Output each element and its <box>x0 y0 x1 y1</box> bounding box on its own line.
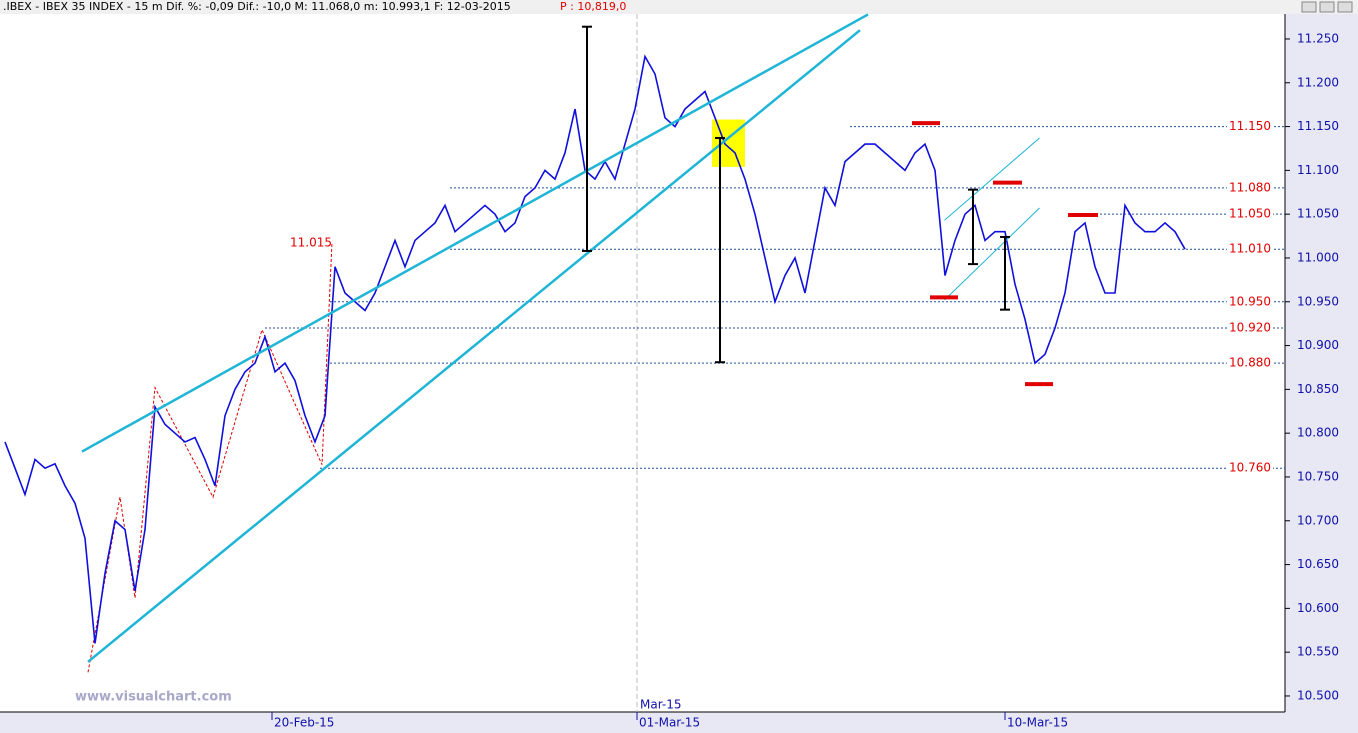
level-label-bg <box>1227 355 1273 370</box>
zigzag-line <box>87 242 333 673</box>
y-tick-label: 10.900 <box>1297 338 1339 352</box>
trendline <box>944 207 1040 301</box>
y-tick-label: 11.200 <box>1297 75 1339 89</box>
y-axis-panel <box>1285 14 1358 733</box>
window-controls <box>1301 1 1353 13</box>
y-tick-label: 10.700 <box>1297 513 1339 527</box>
level-label: 11.050 <box>1229 207 1271 221</box>
level-label: 10.950 <box>1229 294 1271 308</box>
minimize-button[interactable] <box>1301 1 1317 13</box>
watermark: www.visualchart.com <box>75 690 232 705</box>
level-label: 10.760 <box>1229 461 1271 475</box>
y-tick-label: 10.850 <box>1297 382 1339 396</box>
level-label: 10.880 <box>1229 356 1271 370</box>
price-line <box>4 54 1186 644</box>
chart-title: .IBEX - IBEX 35 INDEX - 15 m Dif. %: -0,… <box>3 0 511 13</box>
level-label-bg <box>1227 180 1273 195</box>
trendline <box>944 137 1040 221</box>
y-tick-label: 10.600 <box>1297 601 1339 615</box>
y-tick-label: 10.750 <box>1297 469 1339 483</box>
annotation: 11.015 <box>290 236 332 250</box>
price-label: P : 10,819,0 <box>560 0 626 13</box>
y-tick-label: 10.650 <box>1297 557 1339 571</box>
level-label-bg <box>1227 320 1273 335</box>
level-label: 11.080 <box>1229 180 1271 194</box>
level-label-bg <box>1227 460 1273 475</box>
maximize-button[interactable] <box>1319 1 1335 13</box>
level-label-bg <box>1227 294 1273 309</box>
y-tick-label: 11.000 <box>1297 250 1339 264</box>
level-label-bg <box>1227 119 1273 134</box>
y-tick-label: 10.950 <box>1297 294 1339 308</box>
y-tick-label: 11.100 <box>1297 163 1339 177</box>
y-tick-label: 11.050 <box>1297 207 1339 221</box>
y-tick-label: 10.550 <box>1297 645 1339 659</box>
level-label: 11.150 <box>1229 119 1271 133</box>
level-label: 10.920 <box>1229 321 1271 335</box>
level-label-bg <box>1227 206 1273 221</box>
x-tick-label: 10-Mar-15 <box>1007 716 1068 730</box>
close-button[interactable] <box>1337 1 1353 13</box>
x-tick-label: 01-Mar-15 <box>639 716 700 730</box>
level-label: 11.010 <box>1229 242 1271 256</box>
y-tick-label: 10.500 <box>1297 688 1339 702</box>
trendline <box>81 13 869 453</box>
header-bar <box>0 0 1358 14</box>
y-tick-label: 11.250 <box>1297 31 1339 45</box>
level-label-bg <box>1227 241 1273 256</box>
y-tick-label: 10.800 <box>1297 426 1339 440</box>
highlight-box <box>712 119 745 167</box>
period-label: Mar-15 <box>640 698 681 712</box>
y-tick-label: 11.150 <box>1297 119 1339 133</box>
x-axis-panel <box>0 712 1285 733</box>
x-tick-label: 20-Feb-15 <box>274 716 334 730</box>
trendline <box>87 29 861 663</box>
